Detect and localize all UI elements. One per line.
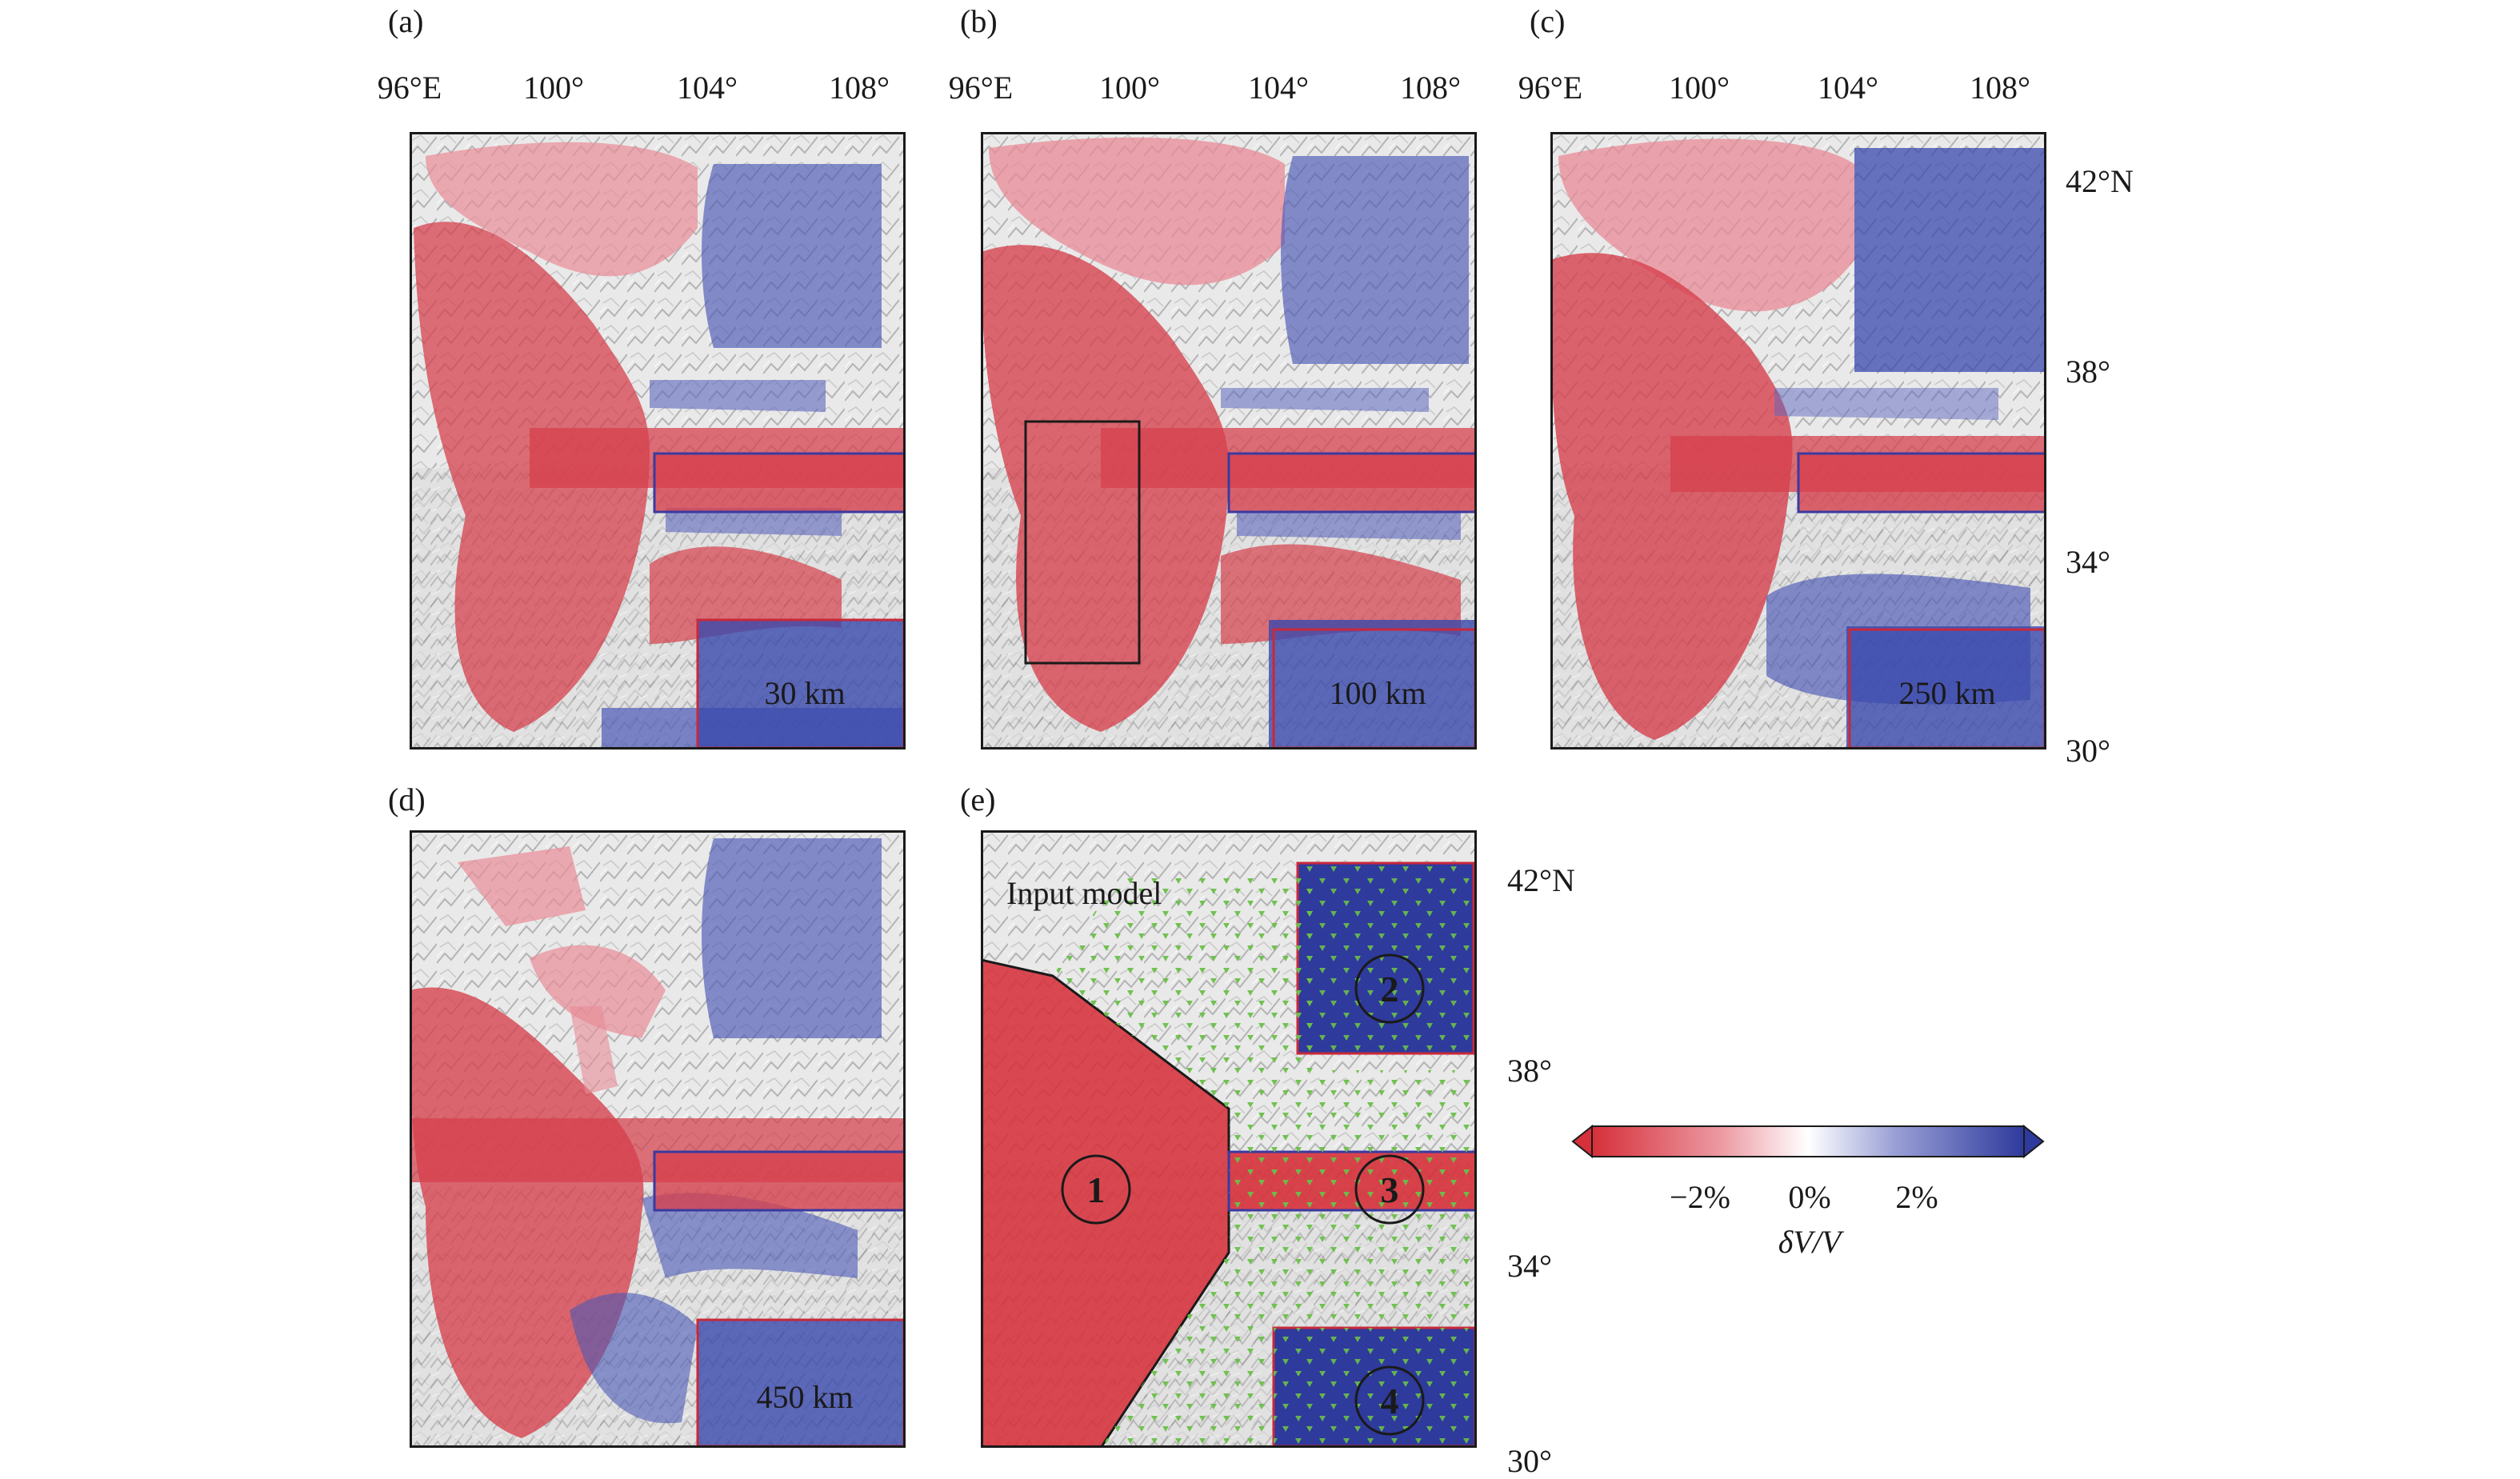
- lon-tick-labels: 96°E 100° 104° 108°: [949, 70, 1461, 106]
- panel-e-map: (e) Input model 1 2: [960, 781, 1575, 1479]
- colorbar-high-arrow: [2023, 1124, 2045, 1159]
- panel-a-map: (a) 96°E 100° 104° 108° 30 km: [378, 3, 906, 749]
- colorbar-tick-0: 0%: [1788, 1179, 1830, 1215]
- region-label-4: 4: [1381, 1381, 1399, 1421]
- lon-tick-108: 108°: [1400, 70, 1461, 106]
- panel-d-label: (d): [388, 781, 426, 817]
- lon-tick-108: 108°: [829, 70, 890, 106]
- panel-d-map: (d) 450 km: [388, 781, 906, 1448]
- panel-b-label: (b): [960, 3, 998, 39]
- lat-tick-labels: 42°N 38° 34° 30°: [2066, 163, 2134, 769]
- lat-tick-42: 42°N: [1507, 862, 1575, 898]
- colorbar-title: δV/V: [1778, 1224, 1845, 1260]
- lon-tick-96: 96°E: [949, 70, 1013, 106]
- lat-tick-34: 34°: [1507, 1248, 1552, 1284]
- region-label-2: 2: [1381, 969, 1399, 1009]
- lon-tick-labels: 96°E 100° 104° 108°: [1518, 70, 2030, 106]
- map-area: [410, 132, 906, 749]
- lat-tick-30: 30°: [2066, 733, 2110, 769]
- depth-label: 30 km: [764, 675, 845, 711]
- lon-tick-108: 108°: [1970, 70, 2030, 106]
- lon-tick-100: 100°: [1099, 70, 1160, 106]
- region-label-3: 3: [1381, 1169, 1399, 1210]
- panel-c-label: (c): [1530, 3, 1565, 39]
- depth-label: 450 km: [756, 1379, 853, 1415]
- lat-tick-30: 30°: [1507, 1443, 1552, 1479]
- lat-tick-38: 38°: [2066, 354, 2110, 390]
- colorbar-tick-neg2: −2%: [1670, 1179, 1730, 1215]
- map-area: [981, 830, 1477, 1448]
- lon-tick-100: 100°: [1669, 70, 1730, 106]
- lon-tick-96: 96°E: [1518, 70, 1582, 106]
- map-area: [410, 830, 906, 1448]
- panel-c-map: (c) 96°E 100° 104° 108° 250 km 42°N 38°: [1518, 3, 2134, 769]
- panel-e-label: (e): [960, 781, 995, 817]
- panel-b-map: (b) 96°E 100° 104° 108° 100 km: [949, 3, 1477, 749]
- region-marker-3: [1354, 1154, 1425, 1225]
- lon-tick-104: 104°: [677, 70, 738, 106]
- colorbar: −2% 0% 2% δV/V: [1571, 1124, 2045, 1260]
- panel-a-label: (a): [388, 3, 423, 39]
- region-marker-1: [1061, 1154, 1131, 1225]
- depth-label: 100 km: [1329, 675, 1426, 711]
- input-model-label: Input model: [1006, 875, 1162, 911]
- region-markers: 1 2 3 4: [1061, 953, 1425, 1436]
- lat-tick-38: 38°: [1507, 1053, 1552, 1089]
- map-area: [1550, 132, 2046, 749]
- region-marker-2: [1354, 953, 1425, 1024]
- lat-tick-labels: 42°N 38° 34° 30°: [1507, 862, 1575, 1479]
- colorbar-low-arrow: [1571, 1124, 1593, 1159]
- lat-tick-34: 34°: [2066, 544, 2110, 580]
- lon-tick-100: 100°: [523, 70, 584, 106]
- lon-tick-labels: 96°E 100° 104° 108°: [378, 70, 890, 106]
- depth-label: 250 km: [1898, 675, 1995, 711]
- lon-tick-104: 104°: [1248, 70, 1309, 106]
- colorbar-tick-2: 2%: [1895, 1179, 1938, 1215]
- colorbar-ramp: [1591, 1125, 2025, 1157]
- lon-tick-96: 96°E: [378, 70, 442, 106]
- region-marker-4: [1354, 1365, 1425, 1436]
- map-area: [981, 132, 1477, 749]
- region-label-1: 1: [1087, 1169, 1106, 1210]
- lat-tick-42: 42°N: [2066, 163, 2134, 199]
- lon-tick-104: 104°: [1818, 70, 1878, 106]
